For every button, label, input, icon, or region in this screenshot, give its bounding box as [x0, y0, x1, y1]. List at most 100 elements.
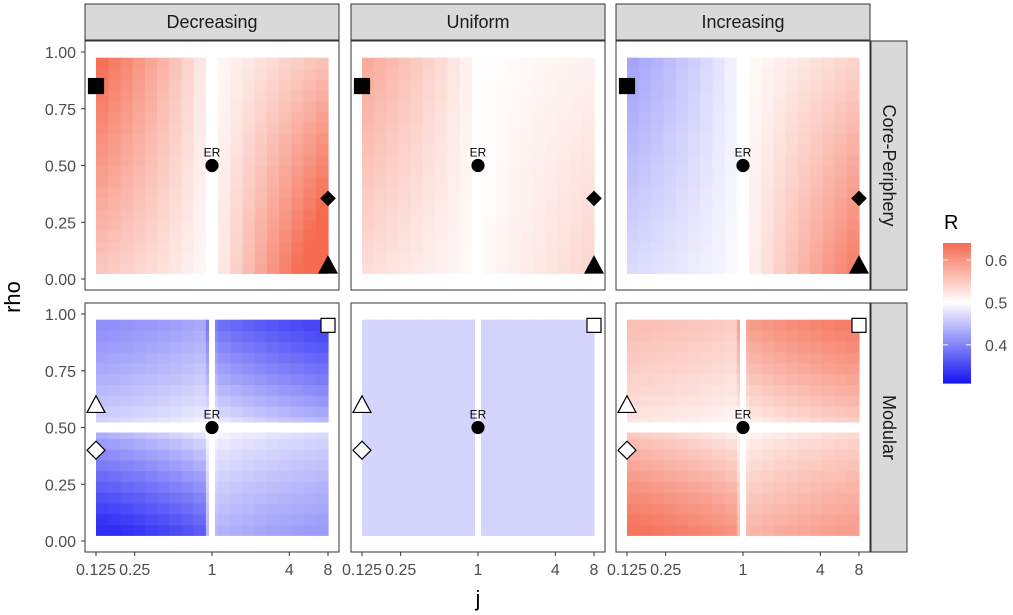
heatmap-cell	[193, 176, 207, 188]
heatmap-cell	[132, 133, 146, 145]
heatmap-cell	[181, 262, 195, 274]
heatmap-cell	[688, 90, 701, 102]
heatmap-cell	[386, 219, 400, 231]
heatmap-cell	[688, 492, 701, 504]
heatmap-cell	[557, 100, 571, 113]
heatmap-cell	[520, 197, 534, 210]
heatmap-cell	[810, 57, 823, 70]
heatmap-cell	[724, 122, 738, 134]
heatmap-cell	[675, 176, 689, 188]
heatmap-cell	[496, 219, 510, 231]
heatmap-cell	[374, 405, 388, 418]
heatmap-cell	[398, 470, 412, 483]
legend-colorbar-step	[943, 341, 971, 344]
heatmap-cell	[785, 79, 799, 91]
heatmap-cell	[651, 352, 665, 364]
heatmap-cell	[532, 449, 546, 461]
heatmap-cell	[663, 384, 677, 396]
heatmap-cell	[120, 68, 134, 80]
heatmap-cell	[96, 416, 109, 429]
heatmap-cell	[279, 230, 292, 242]
heatmap-cell	[266, 187, 280, 199]
heatmap-cell	[496, 330, 510, 342]
legend-colorbar-step	[943, 351, 971, 354]
heatmap-cell	[651, 341, 665, 353]
heatmap-cell	[315, 524, 329, 536]
heatmap-cell	[362, 197, 375, 210]
heatmap-cell	[266, 449, 280, 461]
heatmap-cell	[144, 165, 158, 177]
heatmap-cell	[822, 330, 836, 342]
heatmap-cell	[773, 502, 787, 515]
legend-colorbar-step	[943, 263, 971, 266]
heatmap-cell	[773, 90, 787, 102]
heatmap-cell	[712, 470, 726, 483]
heatmap-cell	[96, 262, 109, 274]
heatmap-cell	[712, 143, 726, 156]
heatmap-cell	[810, 176, 823, 188]
heatmap-cell	[675, 502, 689, 515]
heatmap-cell	[773, 154, 787, 167]
heatmap-cell	[639, 251, 653, 264]
heatmap-cell	[810, 90, 823, 102]
heatmap-cell	[822, 176, 836, 188]
heatmap-cell	[435, 373, 449, 385]
heatmap-cell	[724, 240, 738, 253]
heatmap-cell	[157, 230, 170, 242]
heatmap-cell	[362, 427, 375, 439]
heatmap-cell	[545, 197, 558, 210]
heatmap-cell	[627, 208, 640, 221]
heatmap-cell	[688, 57, 701, 70]
heatmap-cell	[545, 438, 558, 450]
heatmap-cell	[773, 449, 787, 461]
heatmap-cell	[447, 90, 461, 102]
heatmap-cell	[822, 240, 836, 253]
heatmap-cell	[484, 319, 497, 332]
heatmap-cell	[688, 524, 701, 536]
heatmap-cell	[315, 330, 329, 342]
heatmap-cell	[581, 208, 595, 221]
heatmap-cell	[520, 319, 534, 332]
heatmap-cell	[254, 111, 268, 123]
heatmap-cell	[193, 197, 207, 210]
y-tick-label: 0.25	[45, 215, 76, 232]
heatmap-cell	[362, 122, 375, 134]
heatmap-cell	[532, 208, 546, 221]
heatmap-cell	[724, 524, 738, 536]
heatmap-cell	[120, 176, 134, 188]
heatmap-cell	[459, 438, 473, 450]
heatmap-cell	[157, 208, 170, 221]
heatmap-cell	[810, 230, 823, 242]
heatmap-cell	[520, 79, 534, 91]
legend-colorbar-step	[943, 279, 971, 282]
heatmap-cell	[675, 187, 689, 199]
heatmap-cell	[230, 122, 244, 134]
heatmap-cell	[303, 57, 317, 70]
heatmap-cell	[435, 492, 449, 504]
heatmap-cell	[532, 57, 546, 70]
heatmap-cell	[797, 492, 811, 504]
heatmap-cell	[362, 438, 375, 450]
heatmap-cell	[834, 240, 848, 253]
heatmap-cell	[627, 427, 640, 439]
heatmap-cell	[785, 449, 799, 461]
heatmap-cell	[557, 122, 571, 134]
heatmap-cell	[557, 492, 571, 504]
heatmap-cell	[557, 240, 571, 253]
heatmap-cell	[169, 459, 183, 472]
heatmap-cell	[303, 68, 317, 80]
heatmap-cell	[362, 481, 375, 493]
heatmap-cell	[688, 187, 701, 199]
heatmap-cell	[108, 502, 122, 515]
marker-diamond	[352, 440, 372, 461]
heatmap-cell	[581, 165, 595, 177]
heatmap-cell	[230, 240, 244, 253]
heatmap-cell	[132, 230, 146, 242]
heatmap-cell	[108, 176, 122, 188]
heatmap-cell	[846, 68, 860, 80]
heatmap-cell	[520, 122, 534, 134]
heatmap-cell	[254, 100, 268, 113]
heatmap-cell	[266, 154, 280, 167]
legend-colorbar-step	[943, 315, 971, 318]
legend-colorbar-step	[943, 367, 971, 370]
